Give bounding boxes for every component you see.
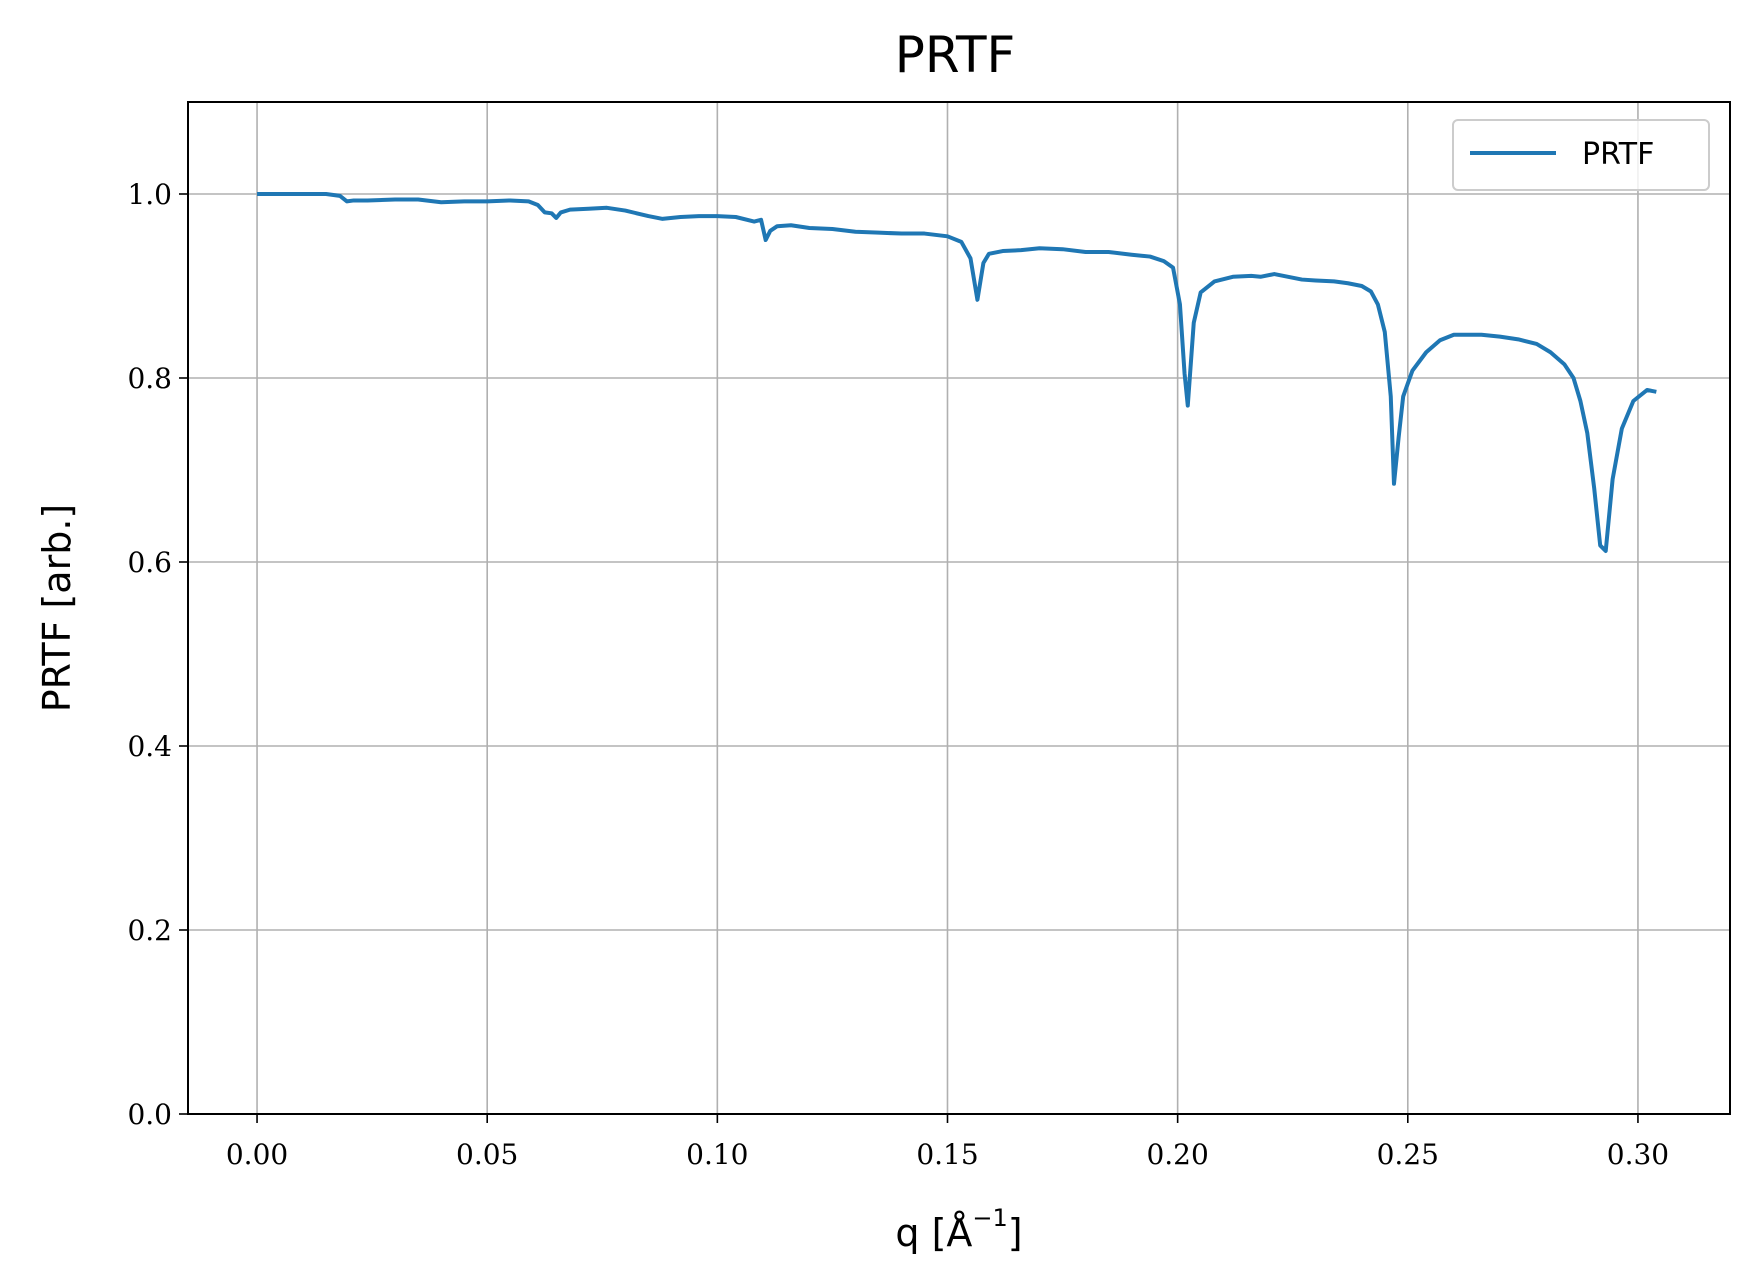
x-axis-label-exponent: −1 [972, 1204, 1007, 1232]
x-axis-label-main: q [Å [895, 1211, 972, 1255]
y-tick-label: 0.8 [127, 362, 172, 395]
legend-box [1452, 119, 1710, 191]
y-tick-label: 0.6 [127, 546, 172, 579]
y-tick-label: 1.0 [127, 178, 172, 211]
x-tick-label: 0.15 [916, 1138, 978, 1171]
x-tick-label: 0.30 [1607, 1138, 1669, 1171]
y-tick-label: 0.4 [127, 730, 172, 763]
x-tick-label: 0.05 [456, 1138, 518, 1171]
x-axis-ticks: 0.00 0.05 0.10 0.15 0.20 0.25 0.30 [226, 1114, 1669, 1171]
x-tick-label: 0.00 [226, 1138, 288, 1171]
legend-label-prtf: PRTF [1582, 137, 1654, 172]
x-tick-label: 0.10 [686, 1138, 748, 1171]
chart-title: PRTF [895, 26, 1016, 84]
x-tick-label: 0.25 [1377, 1138, 1439, 1171]
prtf-series-line [257, 192, 1657, 553]
y-axis-ticks: 0.0 0.2 0.4 0.6 0.8 1.0 [127, 178, 188, 1131]
y-tick-label: 0.0 [127, 1098, 172, 1131]
x-axis-label-end: ] [1008, 1211, 1023, 1255]
plot-area-frame [187, 101, 1731, 1115]
x-axis-label: q [Å−1] [895, 1204, 1022, 1255]
y-tick-label: 0.2 [127, 914, 172, 947]
plot-series [257, 192, 1657, 553]
y-axis-label: PRTF [arb.] [35, 504, 79, 712]
legend: PRTF [1452, 119, 1710, 191]
x-tick-label: 0.20 [1146, 1138, 1208, 1171]
